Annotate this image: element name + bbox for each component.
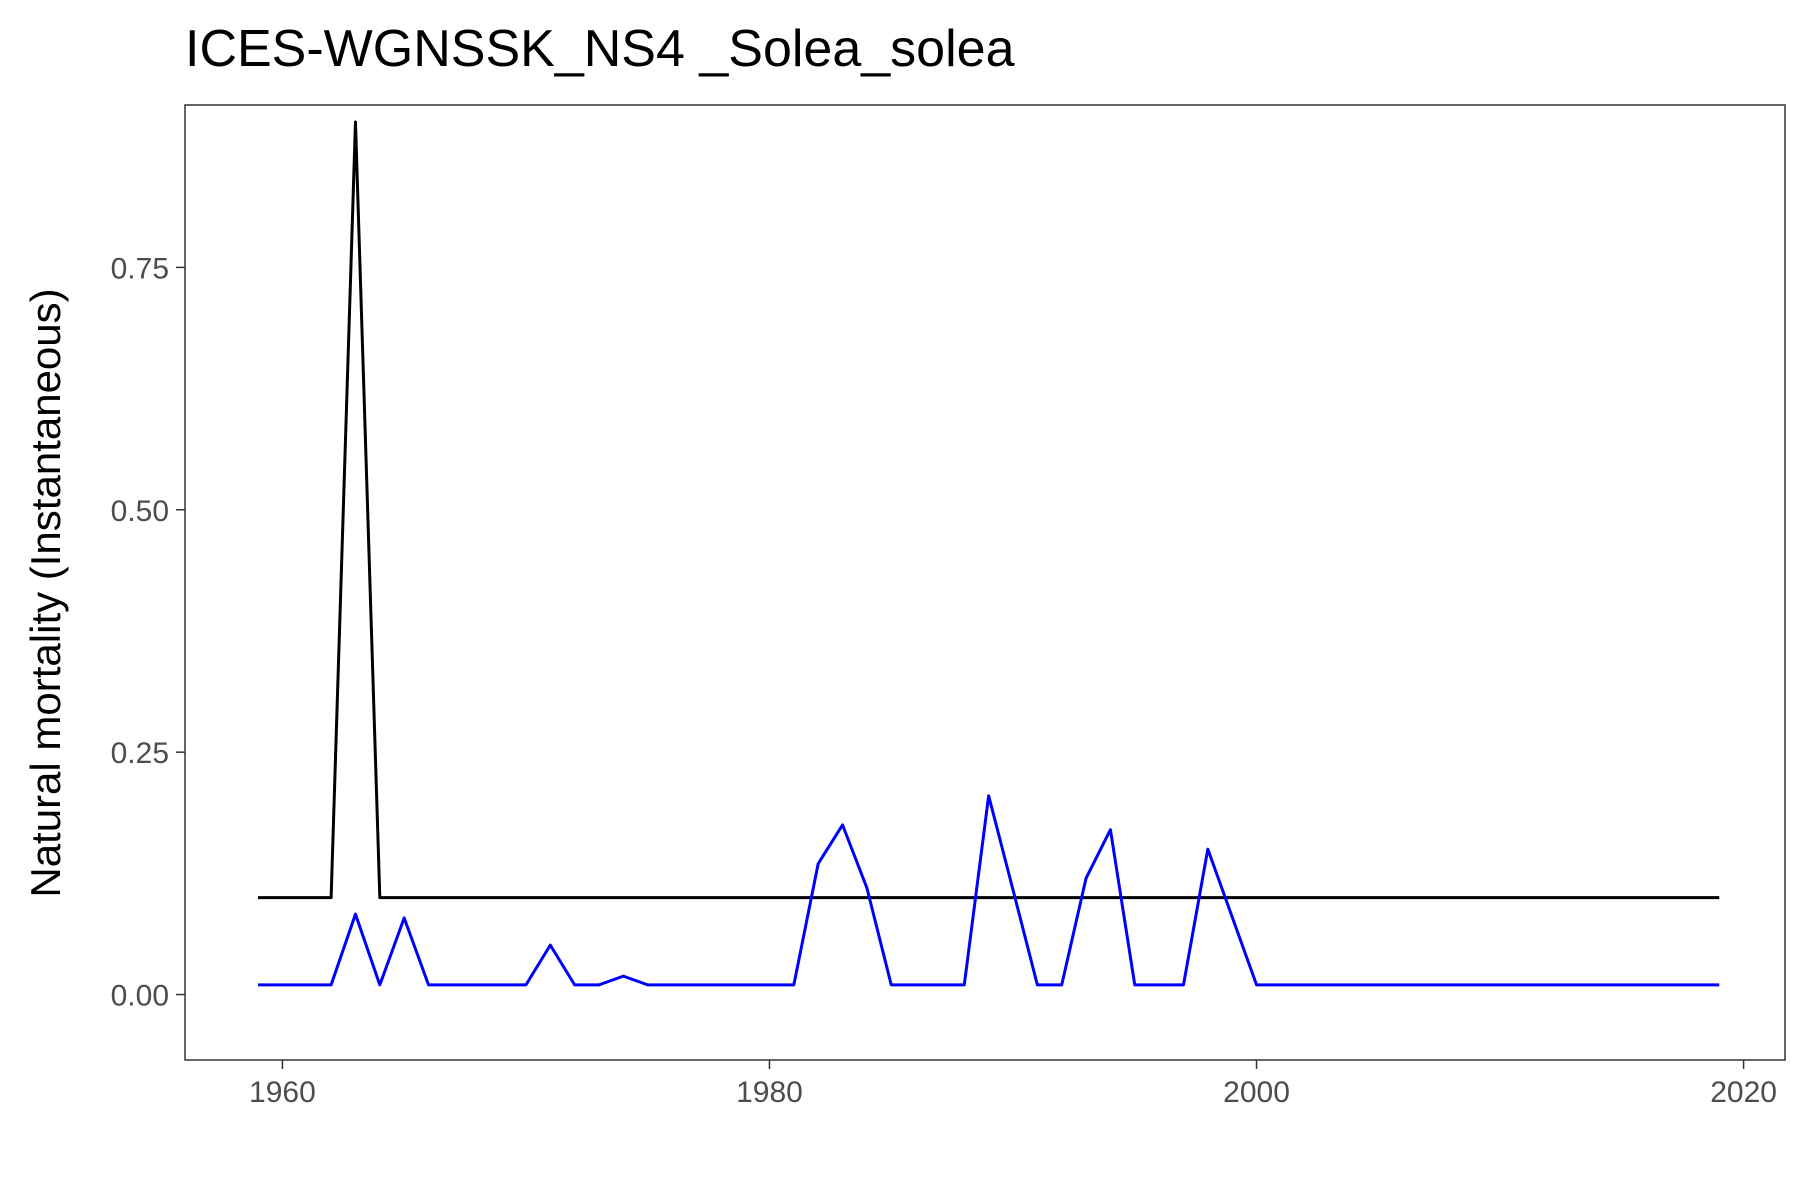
x-tick-label: 2000	[1223, 1076, 1290, 1109]
y-tick-label: 0.75	[111, 252, 169, 285]
plot-panel	[184, 104, 1786, 1061]
y-axis-label: Natural mortality (Instantaneous)	[22, 288, 69, 897]
series-line-1	[258, 120, 1720, 900]
chart-title: ICES-WGNSSK_NS4 _Solea_solea	[185, 20, 1015, 78]
x-tick-label: 1960	[249, 1076, 316, 1109]
y-tick-label: 0.00	[111, 980, 169, 1013]
y-tick-label: 0.25	[111, 737, 169, 770]
x-tick-label: 1980	[736, 1076, 803, 1109]
x-tick-label: 2020	[1710, 1076, 1777, 1109]
ticks-layer: 1960 1980 2000 2020 0.00 0.25 0.50 0.75	[111, 252, 1777, 1109]
series-line-2	[258, 794, 1720, 987]
y-tick-label: 0.50	[111, 495, 169, 528]
series-layer	[258, 120, 1720, 987]
